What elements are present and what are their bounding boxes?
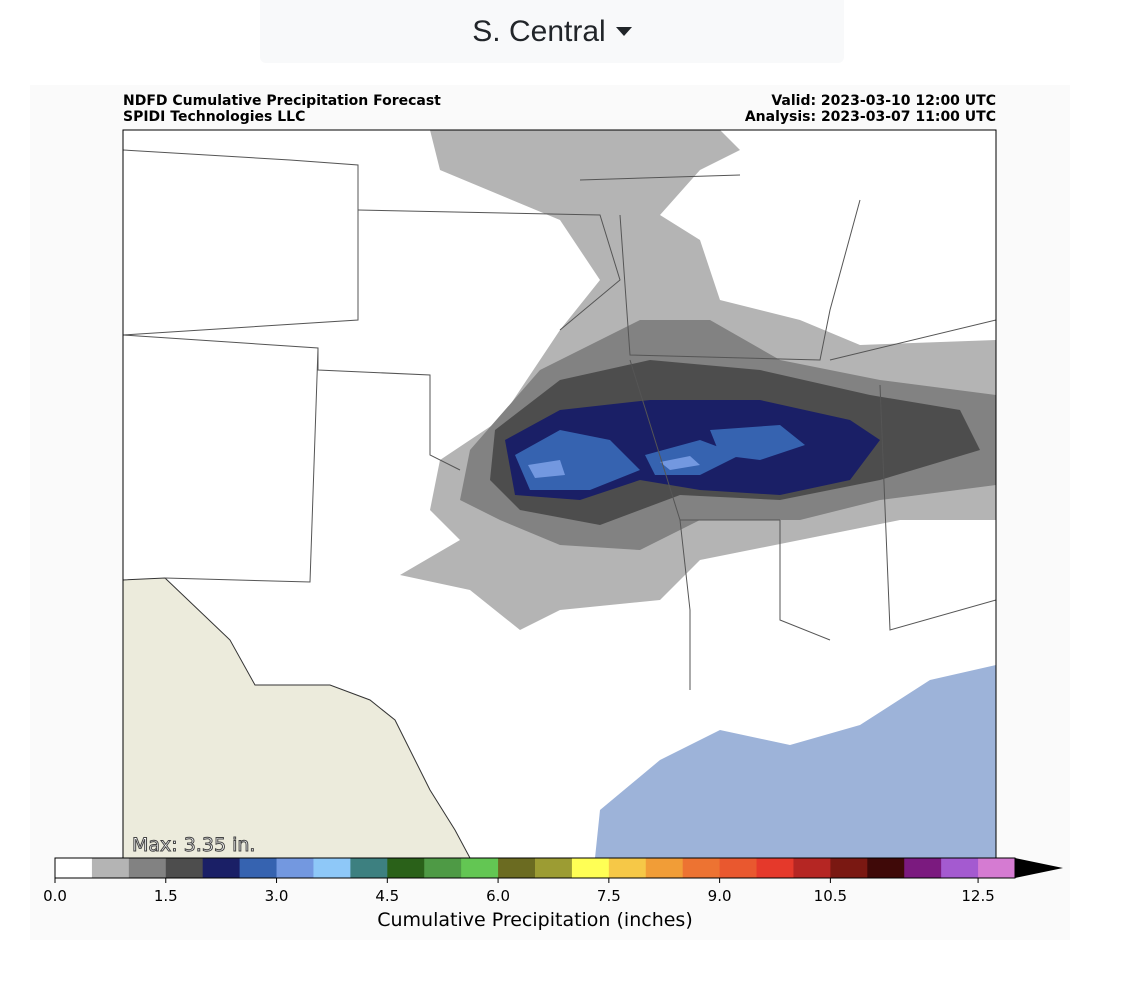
title-left: NDFD Cumulative Precipitation Forecast	[123, 93, 441, 109]
colorbar-swatch	[793, 858, 831, 878]
colorbar-label: Cumulative Precipitation (inches)	[377, 909, 693, 931]
title-right: Analysis: 2023-03-07 11:00 UTC	[745, 109, 996, 125]
max-label: Max: 3.35 in.	[132, 834, 255, 856]
gulf-water	[595, 665, 996, 858]
colorbar-swatch	[313, 858, 351, 878]
colorbar-swatch	[719, 858, 758, 878]
title-left: SPIDI Technologies LLC	[123, 109, 305, 125]
colorbar: 0.0 1.5 3.0 4.5 6.0 7.5 9.0 10.5 12.5	[43, 857, 1063, 905]
colorbar-swatch	[276, 858, 314, 878]
colorbar-tick-label: 12.5	[961, 887, 994, 905]
colorbar-swatch	[535, 858, 573, 878]
caret[interactable]	[615, 27, 632, 36]
dropdown-label[interactable]: S. Central	[472, 14, 606, 48]
colorbar-tick-label: 10.5	[814, 887, 847, 905]
colorbar-tick-label: 3.0	[265, 887, 289, 905]
map	[123, 130, 996, 858]
colorbar-extend	[1015, 858, 1063, 878]
colorbar-swatch	[756, 858, 794, 878]
colorbar-swatch	[645, 858, 684, 878]
colorbar-swatch	[682, 858, 721, 878]
colorbar-tick-label: 4.5	[375, 887, 399, 905]
colorbar-swatch	[350, 858, 388, 878]
colorbar-swatch	[608, 858, 647, 878]
colorbar-tick-label: 9.0	[708, 887, 732, 905]
colorbar-tick-label: 1.5	[154, 887, 178, 905]
colorbar-tick-label: 7.5	[597, 887, 621, 905]
colorbar-swatch	[904, 858, 942, 878]
colorbar-swatch	[91, 858, 130, 878]
colorbar-swatch	[941, 858, 979, 878]
mexico	[123, 577, 471, 858]
colorbar-swatch	[55, 858, 93, 878]
colorbar-swatch	[461, 858, 499, 878]
colorbar-swatch	[830, 858, 868, 878]
colorbar-swatch	[387, 858, 425, 878]
colorbar-swatch	[128, 858, 167, 878]
title-right: Valid: 2023-03-10 12:00 UTC	[771, 93, 996, 109]
colorbar-tick-label: 6.0	[486, 887, 510, 905]
colorbar-swatch	[202, 858, 241, 878]
colorbar-tick-label: 0.0	[43, 887, 67, 905]
colorbar-swatch	[978, 858, 1016, 878]
colorbar-swatch	[239, 858, 278, 878]
colorbar-swatch	[165, 858, 204, 878]
colorbar-swatch	[571, 858, 610, 878]
region-dropdown[interactable]: S. Central	[260, 0, 844, 63]
colorbar-frame	[54, 857, 1016, 879]
colorbar-swatch	[867, 858, 905, 878]
colorbar-swatch	[424, 858, 462, 878]
precip-lightblue	[528, 456, 700, 478]
borders	[123, 149, 996, 690]
colorbar-swatch	[498, 858, 536, 878]
